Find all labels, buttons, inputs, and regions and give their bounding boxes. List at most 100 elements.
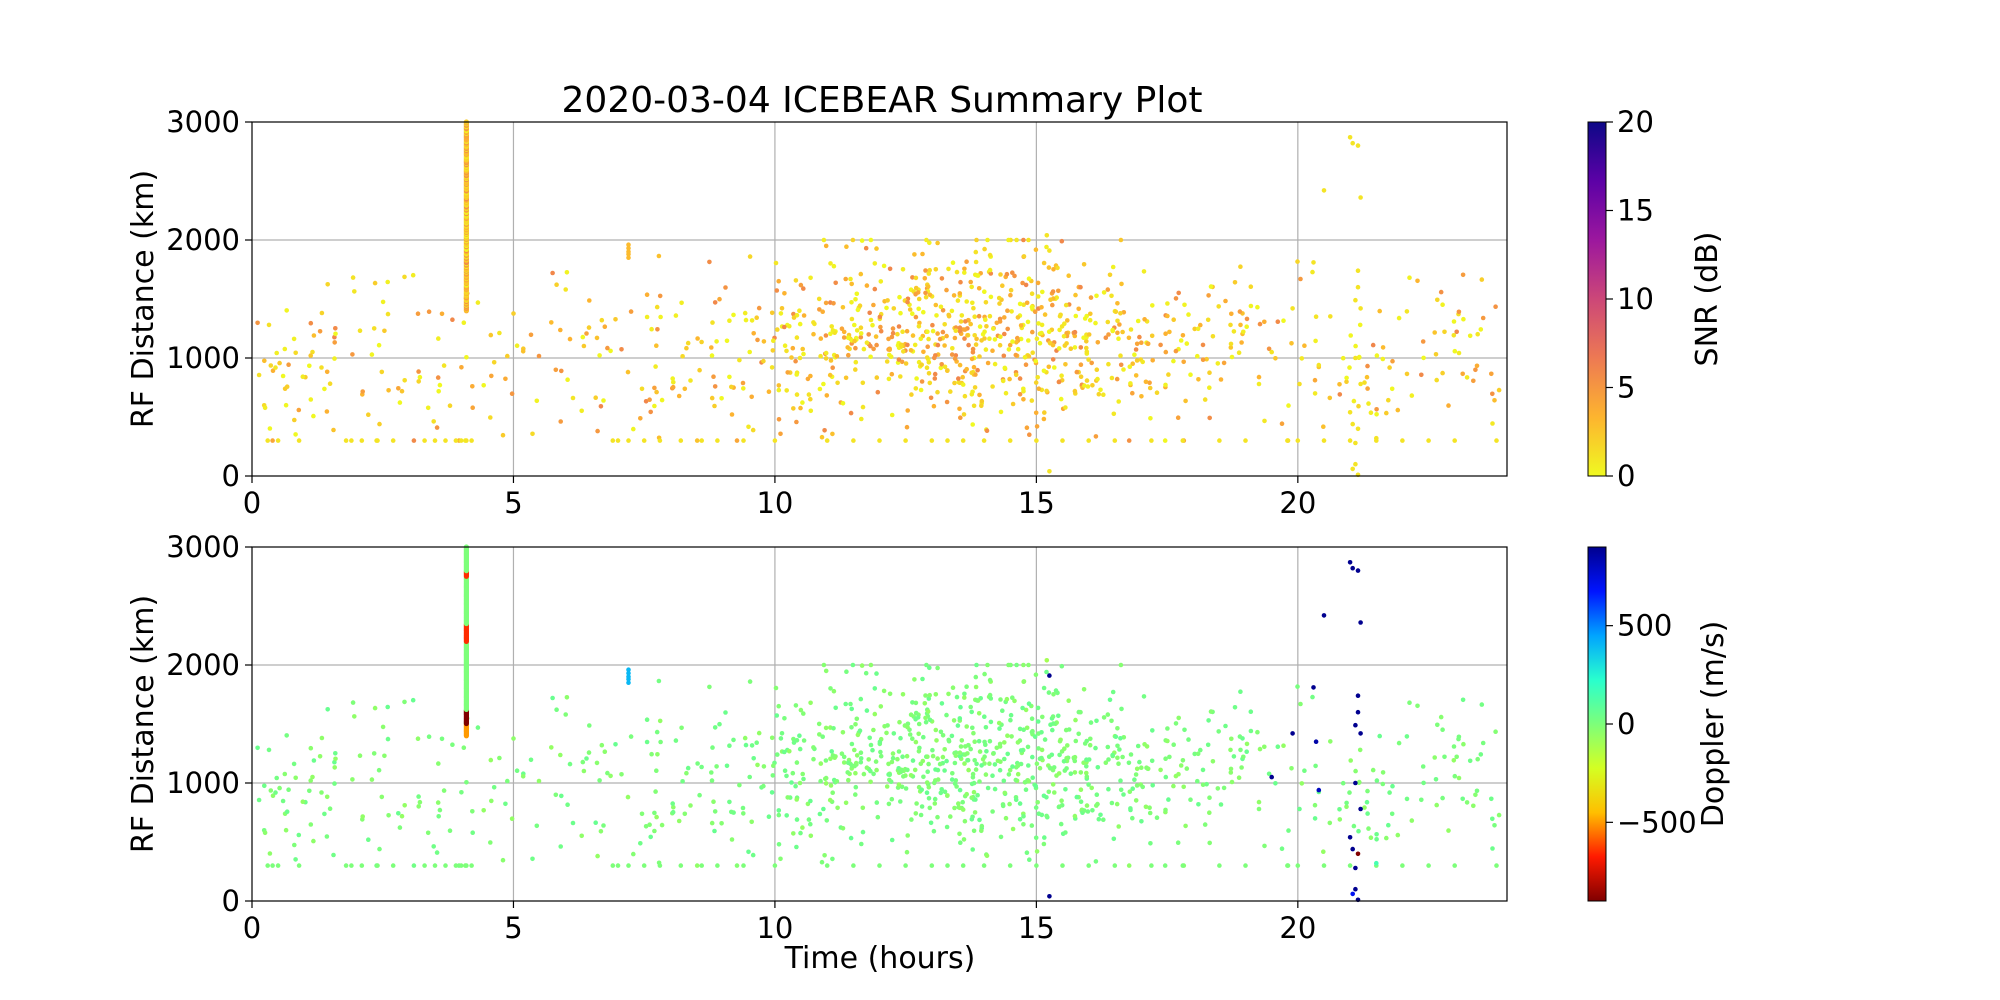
echo-point bbox=[1357, 747, 1363, 753]
echo-point bbox=[514, 343, 520, 349]
echo-point bbox=[332, 765, 338, 770]
ground-return-point bbox=[1060, 438, 1065, 443]
echo-point bbox=[497, 755, 502, 761]
echo-point bbox=[694, 863, 700, 868]
echo-point bbox=[1109, 800, 1115, 806]
x-tick-label: 20 bbox=[1279, 486, 1316, 520]
x-tick-label: 15 bbox=[1018, 486, 1055, 520]
echo-point bbox=[670, 801, 675, 806]
echo-point bbox=[924, 780, 930, 785]
x-tick-label: 0 bbox=[243, 486, 261, 520]
echo-point bbox=[841, 329, 847, 335]
echo-point bbox=[868, 742, 874, 748]
echo-point bbox=[1046, 789, 1052, 795]
echo-point bbox=[1452, 348, 1458, 354]
echo-point bbox=[939, 701, 945, 706]
cluster-point bbox=[626, 674, 631, 680]
echo-point bbox=[380, 299, 386, 305]
echo-point bbox=[976, 286, 982, 291]
colorbar-tick-label: 15 bbox=[1617, 194, 1654, 228]
echo-point bbox=[595, 428, 600, 434]
echo-point bbox=[858, 759, 864, 765]
echo-point bbox=[1362, 380, 1367, 385]
echo-point bbox=[639, 811, 645, 817]
echo-point bbox=[1404, 309, 1410, 314]
echo-point bbox=[1173, 348, 1179, 354]
ground-return-point bbox=[877, 438, 882, 443]
echo-point bbox=[1231, 329, 1237, 334]
echo-point bbox=[1013, 352, 1019, 358]
echo-point bbox=[957, 380, 962, 386]
echo-point bbox=[1073, 292, 1078, 298]
fast-echo-point bbox=[1316, 362, 1322, 368]
echo-point bbox=[991, 326, 996, 331]
echo-point bbox=[1228, 341, 1234, 347]
echo-point bbox=[625, 369, 631, 375]
echo-point bbox=[848, 410, 854, 416]
echo-point bbox=[1024, 850, 1030, 855]
echo-point bbox=[399, 388, 405, 394]
echo-point bbox=[1205, 317, 1211, 323]
echo-point bbox=[926, 371, 932, 376]
echo-point bbox=[881, 263, 887, 269]
echo-point bbox=[1093, 434, 1099, 439]
echo-point bbox=[817, 811, 823, 817]
echo-point bbox=[536, 778, 542, 784]
echo-point bbox=[331, 427, 336, 433]
echo-point bbox=[951, 718, 957, 723]
echo-point bbox=[985, 785, 991, 791]
echo-point bbox=[793, 278, 799, 283]
echo-point bbox=[852, 763, 857, 769]
echo-point bbox=[1150, 728, 1155, 733]
echo-point bbox=[397, 400, 403, 405]
echo-point bbox=[855, 307, 861, 313]
echo-point bbox=[1347, 790, 1352, 795]
echo-point bbox=[1007, 342, 1013, 348]
snr-colorbar-label: SNR (dB) bbox=[1690, 232, 1725, 367]
echo-point bbox=[1419, 372, 1424, 378]
echo-point bbox=[1200, 342, 1206, 348]
echo-point bbox=[853, 345, 858, 351]
echo-point bbox=[1337, 807, 1342, 812]
echo-point bbox=[676, 818, 682, 824]
echo-point bbox=[1171, 358, 1176, 364]
echo-point bbox=[1095, 376, 1100, 382]
echo-point bbox=[563, 712, 568, 717]
echo-point bbox=[930, 322, 935, 328]
ground-return-point bbox=[1034, 438, 1039, 443]
echo-point bbox=[1204, 781, 1209, 787]
echo-point bbox=[957, 787, 963, 793]
echo-point bbox=[1084, 774, 1090, 779]
ground-return-point bbox=[929, 438, 935, 443]
echo-point bbox=[1310, 269, 1315, 275]
echo-point bbox=[1257, 321, 1263, 327]
echo-point bbox=[268, 788, 274, 793]
echo-point bbox=[932, 371, 938, 377]
echo-point bbox=[658, 314, 663, 320]
echo-point bbox=[684, 770, 689, 776]
echo-point bbox=[1353, 343, 1358, 349]
ground-return-point bbox=[772, 863, 778, 868]
echo-point bbox=[1050, 727, 1055, 733]
echo-point bbox=[935, 767, 941, 773]
echo-point bbox=[964, 684, 969, 689]
echo-point bbox=[866, 757, 871, 762]
echo-point bbox=[737, 782, 742, 788]
echo-point bbox=[791, 406, 796, 411]
echo-point bbox=[816, 296, 822, 302]
echo-point bbox=[1018, 323, 1024, 328]
echo-point bbox=[985, 237, 990, 243]
echo-point bbox=[605, 770, 610, 776]
echo-point bbox=[957, 716, 963, 721]
echo-point bbox=[1460, 272, 1466, 278]
echo-point bbox=[920, 251, 925, 257]
echo-point bbox=[1017, 376, 1023, 381]
echo-point bbox=[1133, 798, 1139, 803]
echo-point bbox=[377, 846, 382, 852]
echo-point bbox=[699, 764, 704, 770]
echo-point bbox=[1188, 797, 1193, 802]
echo-point bbox=[773, 685, 779, 691]
echo-point bbox=[435, 375, 441, 380]
cluster-point bbox=[626, 242, 631, 247]
echo-point bbox=[797, 321, 803, 327]
